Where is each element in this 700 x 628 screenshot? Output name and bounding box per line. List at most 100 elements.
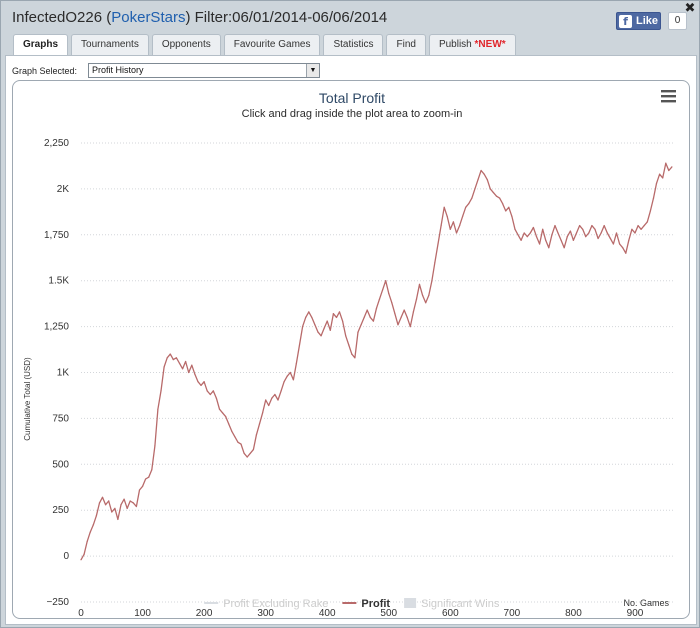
data-point [489,188,491,190]
data-point [258,423,261,425]
data-point [332,313,334,315]
legend-item[interactable]: Significant Wins [404,598,500,610]
graph-select-label: Graph Selected: [12,66,78,76]
data-point [397,324,399,326]
data-point [360,324,362,326]
data-point [255,434,257,436]
data-point [499,197,501,199]
legend-label: Significant Wins [421,598,500,610]
data-point [551,234,553,236]
x-tick-label: 0 [78,608,84,619]
data-point [243,452,245,454]
data-point [329,329,331,331]
data-point [311,316,313,318]
data-point [431,280,433,282]
new-badge: *NEW* [474,39,506,50]
profit-chart[interactable]: Total Profit Click and drag inside the p… [13,81,690,619]
data-point [188,371,190,374]
data-point [526,236,528,238]
chart-legend[interactable]: Profit Excluding Rake Profit Significant W… [204,598,500,610]
data-point [455,232,458,234]
like-label: Like [636,15,659,27]
tab-label: Statistics [333,39,374,50]
data-point [659,173,661,175]
data-point [545,239,547,241]
data-point [437,243,439,245]
graph-select-dropdown[interactable]: Profit History ▼ [88,63,320,78]
data-point [138,489,141,491]
data-point [517,234,519,236]
chart-title: Total Profit [319,90,385,106]
legend-item[interactable]: Profit Excluding Rake [204,598,328,610]
data-point [145,478,147,480]
data-point [335,316,338,318]
tab-favourite-games[interactable]: Favourite Games [223,34,321,55]
data-point [468,203,470,205]
tab-find[interactable]: Find [386,34,426,55]
chart-menu-icon[interactable] [661,90,676,103]
data-point [108,500,110,502]
tab-label: Graphs [23,39,59,50]
data-point [80,559,82,561]
data-point [668,169,670,172]
data-point [569,230,572,232]
data-point [105,504,107,506]
data-point [637,225,639,227]
legend-label: Profit Excluding Rake [223,598,328,610]
data-point [154,445,156,447]
title-site-link[interactable]: PokerStars [111,9,186,26]
data-point [477,179,479,181]
data-point [609,237,612,240]
data-point [114,507,116,509]
data-point [548,247,550,249]
data-point [295,362,297,364]
facebook-like-button[interactable]: f Like [616,12,661,30]
tab-graphs[interactable]: Graphs [13,34,69,56]
data-point [388,293,390,295]
window-title: InfectedO226 (PokerStars) Filter:06/01/2… [12,9,387,26]
data-point [625,252,627,254]
data-point [646,221,648,223]
tab-tournaments[interactable]: Tournaments [71,34,149,55]
tab-statistics[interactable]: Statistics [323,34,384,55]
data-point [508,206,510,208]
data-point [305,316,307,318]
data-point [148,476,150,478]
series-line-profit [80,162,673,561]
legend-label: Profit [361,598,390,610]
data-point [600,232,602,234]
y-tick-label: 1K [57,368,70,379]
data-point [351,353,353,355]
legend-item[interactable]: Profit [342,598,390,610]
tab-label: Opponents [161,39,211,50]
data-point [142,485,144,487]
y-tick-label: 250 [52,505,69,516]
tab-opponents[interactable]: Opponents [151,34,221,55]
data-point [409,326,411,328]
data-point [354,357,356,359]
data-point [101,496,104,498]
data-point [425,302,427,304]
data-point [640,228,642,230]
tab-publish[interactable]: Publish *NEW* [428,34,516,55]
close-icon[interactable]: ✖ [684,0,696,15]
data-point [597,237,599,240]
data-point [554,225,556,227]
series-lines [80,162,673,561]
chart-subtitle: Click and drag inside the plot area to z… [242,108,463,120]
data-point [240,443,242,445]
data-point [237,441,239,443]
data-point [89,531,91,533]
data-point [523,232,525,234]
y-tick-label: 0 [63,551,69,562]
chevron-down-icon[interactable]: ▼ [306,64,319,77]
data-point [274,393,276,396]
data-point [166,357,168,359]
data-point [197,381,199,383]
data-point [212,390,214,392]
data-point [194,373,196,375]
data-point [252,449,254,451]
x-tick-label: 700 [504,608,521,619]
data-point [135,505,137,508]
data-point [495,195,498,197]
